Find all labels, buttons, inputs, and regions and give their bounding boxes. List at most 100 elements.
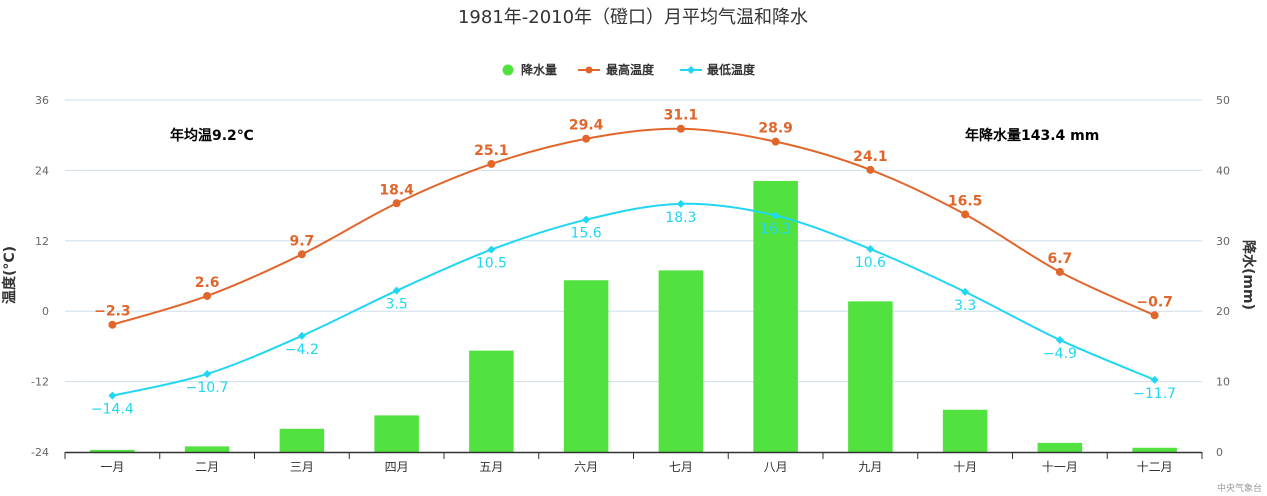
min-temp-data-label: 3.3: [954, 298, 976, 314]
min-temp-point[interactable]: [1150, 375, 1159, 384]
min-temp-data-label: −10.7: [186, 380, 229, 396]
x-tick-label: 十一月: [1042, 460, 1078, 474]
y-right-tick-label: 50: [1216, 94, 1230, 107]
max-temp-data-label: 9.7: [289, 233, 314, 249]
min-temp-data-label: −4.2: [285, 342, 319, 358]
min-temp-data-label: 18.3: [665, 210, 696, 226]
max-temp-data-label: 2.6: [195, 275, 220, 291]
min-temp-data-label: −11.7: [1133, 386, 1176, 402]
precipitation-bar[interactable]: [469, 350, 514, 452]
max-temp-data-label: −2.3: [94, 304, 131, 320]
chart-title: 1981年-2010年（磴口）月平均气温和降水: [458, 7, 808, 28]
max-temp-point[interactable]: [771, 137, 780, 146]
x-tick-label: 七月: [669, 460, 693, 474]
series-min-temp: −14.4 −10.7 −4.2 3.5 10.5 15.6 18.3 16.3 10.6 3.3…: [91, 199, 1176, 418]
min-temp-data-label: 15.6: [571, 226, 602, 242]
x-tick-label: 十月: [953, 460, 977, 474]
min-temp-point[interactable]: [108, 391, 117, 400]
precipitation-bar[interactable]: [753, 180, 798, 452]
y-right-tick-label: 10: [1216, 376, 1230, 389]
min-temp-point[interactable]: [771, 211, 780, 220]
min-temp-point[interactable]: [866, 245, 875, 254]
y-axis-right-title: 降水(mm): [1240, 240, 1257, 310]
x-axis: 一月 二月 三月 四月 五月 六月 七月 八月 九月 十月 十一月 十二月: [64, 451, 1203, 474]
y-right-tick-label: 0: [1216, 446, 1223, 459]
annual-precip-note: 年降水量143.4 mm: [965, 127, 1099, 144]
precipitation-bar[interactable]: [90, 449, 135, 452]
legend-item-max-temp[interactable]: 最高温度: [578, 62, 655, 77]
precipitation-bar[interactable]: [658, 270, 704, 452]
y-left-tick-label: 0: [42, 305, 49, 318]
y-left-tick-label: -24: [31, 446, 49, 459]
min-temp-data-label: 10.6: [855, 255, 886, 271]
min-temp-point[interactable]: [297, 331, 306, 340]
min-temp-data-label: 3.5: [385, 297, 407, 313]
min-temp-data-label: 16.3: [760, 222, 791, 238]
x-tick-label: 九月: [858, 460, 882, 474]
max-temp-point[interactable]: [487, 159, 496, 168]
max-temp-point[interactable]: [297, 250, 306, 259]
min-temp-data-label: −14.4: [91, 402, 134, 418]
min-temp-point[interactable]: [1055, 335, 1064, 344]
y-axis-left-title: 温度(°C): [1, 246, 18, 304]
y-right-tick-label: 20: [1216, 305, 1230, 318]
max-temp-data-label: 29.4: [569, 118, 604, 134]
precipitation-bar[interactable]: [184, 446, 230, 452]
max-temp-point[interactable]: [866, 165, 875, 174]
y-axis-right: 50 40 30 20 10 0: [1216, 94, 1230, 459]
precipitation-bar[interactable]: [1132, 447, 1177, 452]
x-tick-label: 二月: [195, 460, 219, 474]
grid: [65, 99, 1202, 383]
min-temp-point[interactable]: [203, 369, 212, 378]
y-left-tick-label: 24: [35, 164, 49, 177]
max-temp-data-label: 24.1: [853, 149, 888, 165]
legend-min-label: 最低温度: [707, 62, 756, 77]
precipitation-bar[interactable]: [942, 409, 988, 452]
min-temp-point[interactable]: [676, 199, 685, 208]
credit-label[interactable]: 中央气象台: [1217, 482, 1262, 494]
max-temp-point[interactable]: [1150, 311, 1159, 320]
y-left-tick-label: -12: [31, 376, 49, 389]
max-temp-point[interactable]: [108, 320, 117, 329]
precipitation-bar[interactable]: [279, 428, 325, 452]
legend-item-precipitation[interactable]: 降水量: [502, 62, 558, 77]
legend: 降水量 最高温度 最低温度: [502, 62, 756, 77]
max-temp-data-label: 31.1: [664, 108, 699, 124]
min-temp-point[interactable]: [961, 287, 970, 296]
min-temp-data-label: −4.9: [1043, 346, 1077, 362]
y-left-tick-label: 12: [35, 235, 49, 248]
max-temp-data-label: 18.4: [379, 182, 414, 198]
x-tick-label: 六月: [574, 460, 598, 474]
x-tick-label: 三月: [290, 460, 314, 474]
max-temp-point[interactable]: [1055, 267, 1064, 276]
max-temp-point[interactable]: [676, 124, 685, 133]
legend-max-marker: [585, 66, 593, 74]
max-temp-point[interactable]: [392, 199, 401, 208]
max-temp-data-label: 25.1: [474, 143, 509, 159]
precipitation-bar[interactable]: [374, 415, 419, 452]
min-temp-point[interactable]: [582, 215, 591, 224]
x-tick-label: 十二月: [1137, 460, 1173, 474]
legend-item-min-temp[interactable]: 最低温度: [680, 62, 756, 77]
y-axis-left: 36 24 12 0 -12 -24: [31, 94, 49, 459]
max-temp-point[interactable]: [961, 210, 970, 219]
legend-max-label: 最高温度: [606, 62, 655, 77]
min-temp-point[interactable]: [392, 286, 401, 295]
precipitation-bar[interactable]: [1037, 442, 1083, 452]
legend-precip-label: 降水量: [521, 62, 557, 77]
precipitation-bars: [90, 180, 1177, 452]
y-left-tick-label: 36: [35, 94, 49, 107]
max-temp-data-label: 6.7: [1047, 251, 1072, 267]
max-temp-data-label: 16.5: [948, 193, 983, 209]
max-temp-data-label: −0.7: [1136, 294, 1173, 310]
y-right-tick-label: 40: [1216, 164, 1230, 177]
max-temp-point[interactable]: [582, 134, 591, 143]
legend-min-marker: [687, 66, 695, 74]
legend-precip-swatch: [502, 64, 514, 76]
min-temp-point[interactable]: [487, 245, 496, 254]
x-tick-label: 五月: [479, 460, 503, 474]
x-tick-label: 四月: [385, 460, 409, 474]
precipitation-bar[interactable]: [563, 280, 609, 452]
precipitation-bar[interactable]: [848, 301, 893, 452]
max-temp-point[interactable]: [203, 291, 212, 300]
